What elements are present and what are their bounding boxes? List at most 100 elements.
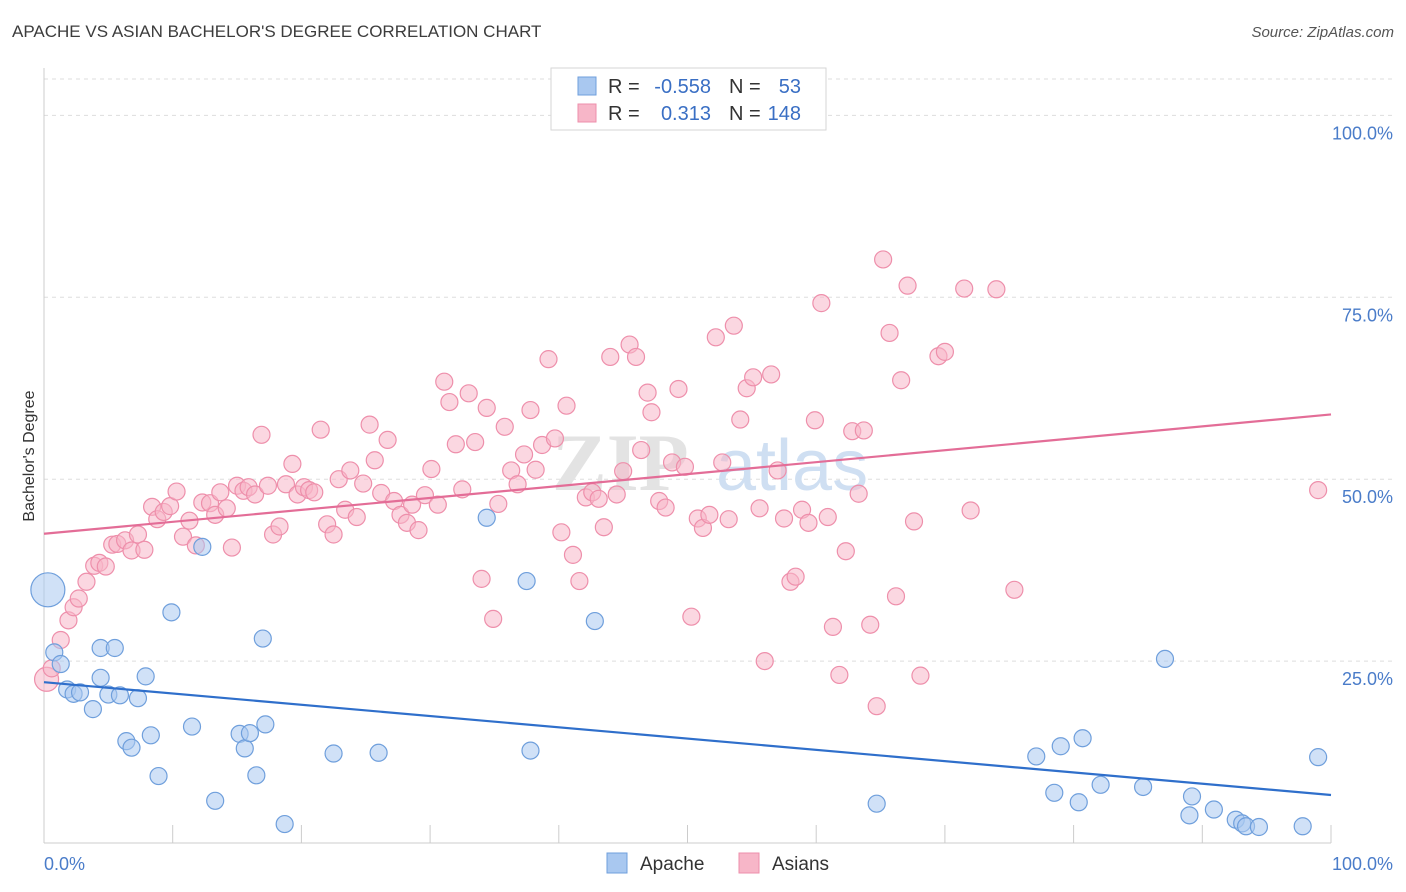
data-point-asians bbox=[341, 461, 360, 480]
data-point-asians bbox=[755, 651, 774, 671]
data-point-asians bbox=[446, 435, 465, 454]
legend-box bbox=[550, 67, 827, 131]
data-point-asians bbox=[601, 347, 620, 367]
data-point-asians bbox=[563, 545, 583, 564]
data-point-asians bbox=[276, 475, 296, 494]
data-point-apache bbox=[110, 686, 130, 705]
data-point-asians bbox=[495, 417, 514, 436]
data-point-apache bbox=[128, 689, 148, 708]
y-axis-label: Bachelor's Degree bbox=[21, 390, 38, 521]
legend-n-label: N = bbox=[729, 103, 761, 125]
x-tick-label: 0.0% bbox=[44, 854, 85, 874]
chart-source: Source: ZipAtlas.com bbox=[1251, 24, 1394, 41]
y-tick-label: 75.0% bbox=[1342, 305, 1393, 325]
data-point-asians bbox=[762, 365, 781, 384]
data-point-asians bbox=[539, 350, 558, 369]
data-point-apache bbox=[1051, 737, 1070, 756]
data-point-apache bbox=[1182, 787, 1202, 806]
data-point-asians bbox=[656, 498, 675, 517]
data-point-apache bbox=[105, 638, 124, 658]
data-point-asians bbox=[682, 607, 701, 626]
legend-n-value: 148 bbox=[768, 103, 801, 125]
data-point-apache bbox=[517, 571, 536, 591]
data-point-asians bbox=[724, 316, 743, 335]
y-tick-label: 50.0% bbox=[1342, 487, 1393, 507]
data-point-asians bbox=[669, 379, 688, 399]
data-point-asians bbox=[750, 499, 769, 518]
trend-line-apache bbox=[43, 681, 1332, 797]
data-point-apache bbox=[83, 700, 103, 719]
y-tick-label: 100.0% bbox=[1332, 123, 1393, 143]
trend-lines bbox=[43, 413, 1332, 797]
data-point-apache bbox=[1155, 649, 1175, 669]
data-point-asians bbox=[552, 523, 571, 542]
data-point-asians bbox=[489, 494, 508, 514]
data-point-asians bbox=[874, 250, 893, 269]
data-point-apache bbox=[91, 668, 110, 687]
data-point-apache bbox=[1133, 777, 1153, 797]
data-point-apache bbox=[1204, 800, 1223, 819]
data-point-asians bbox=[812, 294, 831, 313]
data-point-asians bbox=[589, 489, 608, 508]
y-tick-label: 25.0% bbox=[1342, 669, 1393, 689]
data-point-asians bbox=[626, 347, 646, 367]
data-point-apache bbox=[1180, 806, 1199, 825]
data-point-asians bbox=[805, 411, 825, 430]
correlation-legend: R = -0.558 N = 53 R = 0.313 N = 148 bbox=[550, 67, 827, 131]
data-point-asians bbox=[477, 398, 496, 417]
data-point-asians bbox=[614, 462, 633, 481]
data-point-asians bbox=[632, 440, 651, 460]
data-point-asians bbox=[422, 459, 441, 479]
data-point-apache bbox=[1249, 817, 1269, 837]
data-point-asians bbox=[245, 485, 265, 504]
data-point-asians bbox=[354, 474, 373, 493]
data-point-asians bbox=[706, 328, 725, 347]
legend-r-label: R = bbox=[608, 103, 640, 125]
data-point-apache bbox=[1045, 783, 1064, 802]
data-point-asians bbox=[77, 572, 96, 591]
axes bbox=[43, 68, 1332, 844]
data-point-asians bbox=[987, 280, 1006, 299]
data-point-apache bbox=[585, 611, 604, 631]
data-point-apache bbox=[369, 743, 388, 762]
watermark-atlas: atlas bbox=[716, 426, 868, 506]
legend-swatch-apache bbox=[606, 852, 628, 874]
data-point-asians bbox=[774, 509, 794, 528]
data-point-asians bbox=[818, 507, 837, 527]
data-point-asians bbox=[435, 372, 454, 391]
data-point-asians bbox=[466, 432, 485, 452]
data-point-asians bbox=[459, 384, 478, 403]
data-point-asians bbox=[935, 342, 955, 361]
series-asians-points bbox=[33, 250, 1328, 716]
data-point-asians bbox=[570, 571, 589, 591]
legend-r-value: 0.313 bbox=[661, 103, 711, 125]
data-point-asians bbox=[961, 501, 980, 520]
legend-n-label: N = bbox=[729, 76, 761, 98]
data-point-apache bbox=[235, 739, 254, 758]
data-point-asians bbox=[911, 666, 930, 685]
data-point-asians bbox=[607, 485, 626, 504]
data-point-asians bbox=[898, 276, 917, 295]
data-point-asians bbox=[135, 540, 154, 559]
data-point-asians bbox=[222, 538, 242, 557]
data-point-asians bbox=[69, 589, 88, 608]
data-point-apache bbox=[206, 791, 225, 810]
trend-line-asians bbox=[43, 413, 1332, 535]
data-point-asians bbox=[128, 525, 148, 544]
data-point-asians bbox=[642, 403, 661, 422]
data-point-asians bbox=[557, 396, 576, 415]
data-point-asians bbox=[867, 697, 886, 716]
data-point-apache bbox=[240, 724, 260, 743]
data-point-asians bbox=[545, 429, 565, 448]
data-point-asians bbox=[886, 587, 906, 606]
data-point-asians bbox=[258, 476, 278, 495]
data-point-asians bbox=[526, 460, 545, 479]
grid-lines bbox=[44, 78, 1393, 662]
x-tick-label: 100.0% bbox=[1332, 854, 1393, 874]
data-point-apache bbox=[477, 508, 496, 527]
data-point-asians bbox=[324, 525, 343, 544]
data-point-asians bbox=[1005, 580, 1024, 599]
tick-labels: 25.0% 50.0% 75.0% 100.0% 0.0% 100.0% bbox=[44, 123, 1393, 874]
data-point-apache bbox=[1091, 775, 1110, 794]
